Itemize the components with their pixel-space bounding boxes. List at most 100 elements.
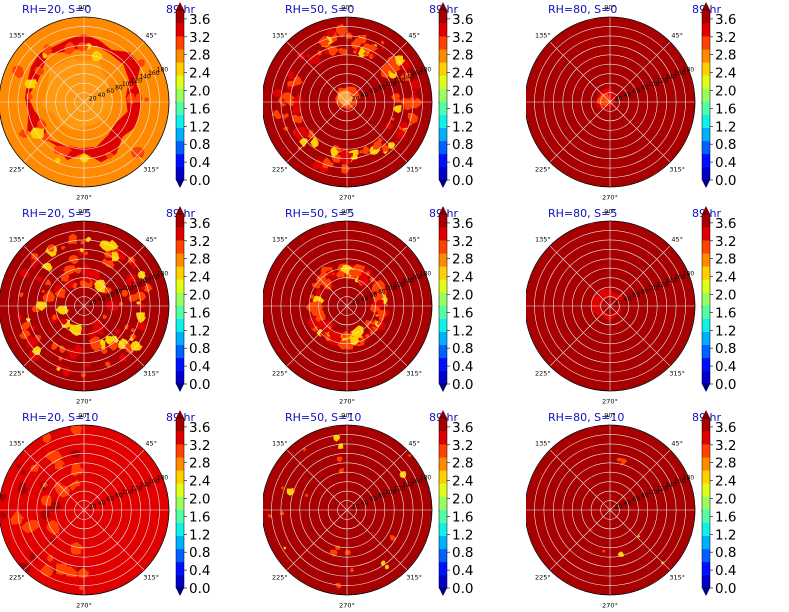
angle-tick-label: 270° bbox=[76, 398, 92, 406]
radial-tick-label: 80 bbox=[641, 85, 649, 92]
field-cell bbox=[391, 117, 395, 121]
grid-spoke bbox=[23, 41, 85, 103]
radial-tick-label: 140 bbox=[665, 74, 677, 81]
colorbar-segment bbox=[702, 166, 710, 181]
colorbar-segment bbox=[176, 548, 184, 563]
colorbar-segment bbox=[176, 431, 184, 445]
colorbar-segment bbox=[439, 10, 447, 24]
radial-tick-label: 140 bbox=[402, 482, 414, 489]
field-cell bbox=[137, 270, 147, 280]
angle-tick-label: 90° bbox=[604, 208, 616, 216]
colorbar-tick-label: 3.2 bbox=[715, 30, 736, 46]
colorbar-tick-label: 2.8 bbox=[715, 456, 736, 472]
colorbar-tick-label: 2.8 bbox=[715, 252, 736, 268]
field-cell bbox=[73, 466, 79, 471]
radial-tick-label: 80 bbox=[115, 289, 123, 296]
field-cell bbox=[104, 361, 111, 367]
radial-tick-label: 100 bbox=[122, 489, 134, 496]
colorbar-tick-label: 2.0 bbox=[452, 492, 473, 508]
colorbar-frame bbox=[175, 417, 185, 589]
colorbar-segment bbox=[439, 509, 447, 523]
field-cell bbox=[319, 330, 327, 338]
field-cell bbox=[282, 114, 286, 119]
colorbar-tick-label: 0.4 bbox=[452, 563, 473, 579]
grid-spoke bbox=[23, 449, 85, 511]
angle-tick-label: 90° bbox=[604, 4, 616, 12]
radial-tick-label: 60 bbox=[632, 292, 640, 299]
field-cell bbox=[85, 236, 92, 242]
radial-tick-label: 140 bbox=[402, 74, 414, 81]
field-cell bbox=[368, 323, 374, 329]
colorbar-tick-label: 0.8 bbox=[715, 545, 736, 561]
colorbar-tick-label: 1.2 bbox=[452, 527, 473, 543]
colorbar-tick-label: 2.0 bbox=[715, 84, 736, 100]
field-cell bbox=[10, 510, 25, 525]
field-cell bbox=[118, 353, 127, 362]
field-cell bbox=[46, 520, 57, 530]
field-cell bbox=[79, 585, 85, 591]
colorbar-tick-label: 2.0 bbox=[452, 288, 473, 304]
colorbar-segment bbox=[702, 444, 710, 458]
colorbar-segment bbox=[439, 279, 447, 293]
angle-tick-label: 225° bbox=[272, 574, 288, 582]
field-cell bbox=[70, 462, 84, 477]
colorbar-segment bbox=[176, 49, 184, 63]
colorbar-segment bbox=[176, 418, 184, 432]
field-cell bbox=[335, 24, 347, 38]
grid-spoke bbox=[23, 101, 85, 163]
radial-tick-label: 100 bbox=[122, 81, 134, 88]
field-cell bbox=[48, 538, 56, 544]
colorbar-segment bbox=[439, 561, 447, 576]
field-cell bbox=[36, 276, 44, 283]
colorbar-extend-max bbox=[439, 206, 447, 214]
colorbar-segment bbox=[439, 127, 447, 142]
radial-tick-label: 120 bbox=[394, 77, 406, 84]
grid-spoke bbox=[286, 449, 348, 511]
polar-plot: 204060801001201401601800°45°90°135°180°2… bbox=[0, 410, 210, 610]
radial-tick-label: 160 bbox=[411, 478, 423, 485]
colorbar-segment bbox=[702, 509, 710, 523]
polar-plot: 204060801001201401601800°45°90°135°180°2… bbox=[526, 410, 736, 610]
colorbar-segment bbox=[176, 253, 184, 267]
colorbar-segment bbox=[176, 561, 184, 576]
grid-spoke bbox=[286, 245, 348, 307]
polar-plot: 204060801001201401601800°45°90°135°180°2… bbox=[526, 2, 736, 202]
colorbar-tick-label: 0.0 bbox=[715, 581, 736, 597]
colorbar-extend-min bbox=[439, 180, 447, 188]
field-cell bbox=[349, 152, 354, 157]
grid-spoke bbox=[549, 305, 611, 367]
colorbar-segment bbox=[439, 318, 447, 332]
field-cell bbox=[21, 470, 26, 475]
radial-tick-label: 40 bbox=[624, 296, 632, 303]
colorbar-extend-max bbox=[702, 2, 710, 10]
field-cell bbox=[51, 342, 59, 350]
colorbar-segment bbox=[702, 418, 710, 432]
field-cell bbox=[321, 320, 335, 333]
field-cell bbox=[399, 121, 409, 129]
field-cell bbox=[55, 563, 70, 575]
colorbar-segment bbox=[439, 522, 447, 536]
angle-tick-label: 315° bbox=[669, 166, 685, 174]
angle-tick-label: 315° bbox=[143, 166, 159, 174]
colorbar-tick-label: 0.0 bbox=[189, 173, 210, 189]
angle-tick-label: 45° bbox=[145, 439, 157, 447]
field-cell bbox=[307, 316, 318, 329]
field-cell bbox=[77, 42, 89, 52]
radial-tick-label: 80 bbox=[378, 493, 386, 500]
field-cell bbox=[124, 278, 138, 288]
field-cell bbox=[81, 373, 86, 378]
field-cell bbox=[60, 145, 73, 157]
colorbar-segment bbox=[702, 457, 710, 471]
colorbar-tick-label: 3.6 bbox=[189, 420, 210, 436]
field-cell bbox=[331, 333, 343, 346]
colorbar-extend-min bbox=[439, 384, 447, 392]
angle-tick-label: 90° bbox=[341, 208, 353, 216]
colorbar-tick-label: 1.6 bbox=[189, 101, 210, 117]
field-cell bbox=[292, 105, 302, 115]
field-cell bbox=[108, 341, 119, 351]
colorbar-segment bbox=[702, 483, 710, 497]
colorbar-segment bbox=[702, 266, 710, 280]
radial-tick-label: 120 bbox=[131, 77, 143, 84]
grid-spoke bbox=[286, 509, 348, 571]
